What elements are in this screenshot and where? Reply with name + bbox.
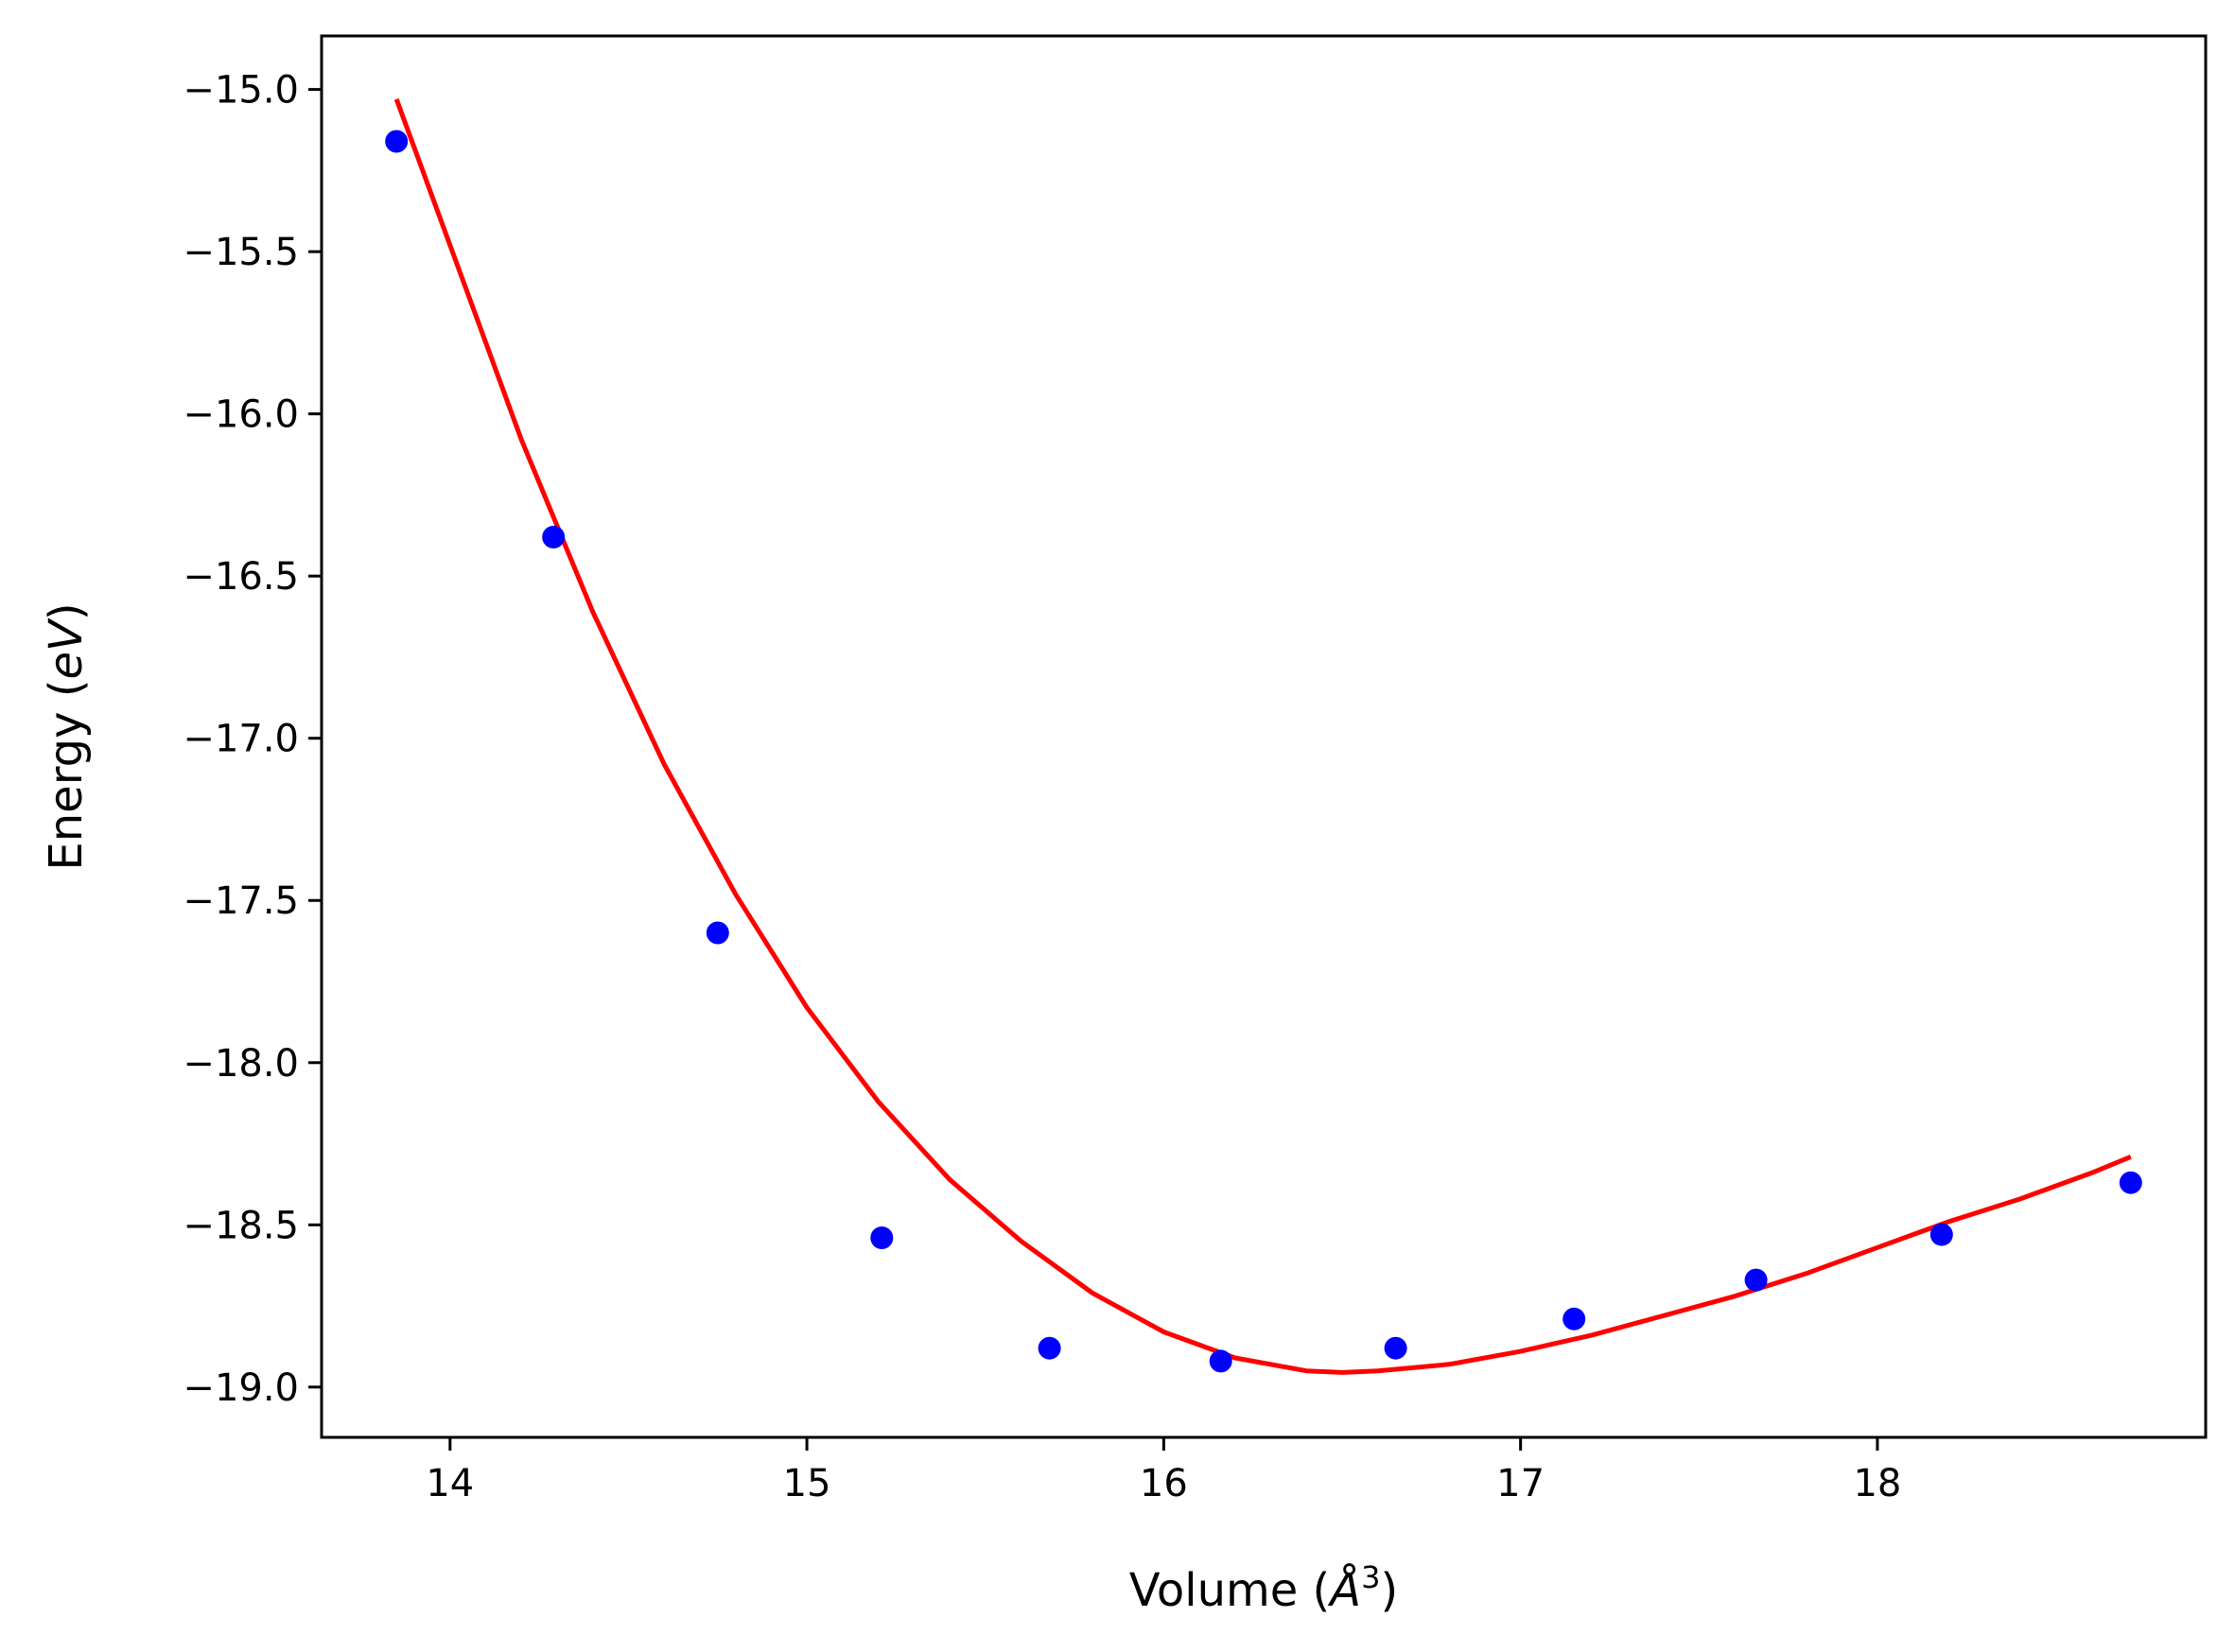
y-tick-label: −15.0	[183, 69, 299, 113]
y-axis-label: Energy (eV)	[40, 602, 93, 870]
y-tick-label: −17.0	[183, 718, 299, 761]
data-points-layer	[385, 130, 2142, 1373]
x-tick-label: 16	[1140, 1462, 1188, 1505]
x-axis-label: Volume (Å3)	[1129, 1559, 1398, 1617]
data-point	[1209, 1349, 1232, 1373]
data-point	[2119, 1171, 2142, 1194]
data-point	[870, 1226, 894, 1249]
x-tick-label: 15	[783, 1462, 831, 1505]
x-tick-label: 17	[1496, 1462, 1545, 1505]
y-tick-label: −18.0	[183, 1042, 299, 1086]
x-tick-label: 14	[426, 1462, 474, 1505]
y-tick-label: −18.5	[183, 1204, 299, 1247]
y-tick-label: −15.5	[183, 231, 299, 274]
y-tick-label: −16.0	[183, 393, 299, 437]
plot-frame	[320, 34, 2208, 1439]
y-tick-label: −16.5	[183, 555, 299, 599]
data-point	[1038, 1336, 1061, 1360]
fit-curve-line	[393, 98, 2132, 1375]
y-tick-label: −19.0	[183, 1366, 299, 1410]
data-point	[1929, 1223, 1953, 1246]
data-point	[385, 130, 409, 153]
y-tick-label: −17.5	[183, 879, 299, 923]
data-point	[1384, 1336, 1407, 1360]
data-point	[542, 526, 566, 548]
y-ticks: −15.0 −15.5 −16.0 −16.5 −17.0 −17.5 −18.0 −18.5…	[183, 69, 322, 1410]
fit-curve-layer	[393, 98, 2132, 1375]
x-ticks: 14 15 16 17 18	[426, 1437, 1901, 1505]
data-point	[1744, 1268, 1768, 1292]
data-point	[1563, 1307, 1586, 1330]
x-tick-label: 18	[1853, 1462, 1901, 1505]
data-point	[706, 921, 729, 945]
